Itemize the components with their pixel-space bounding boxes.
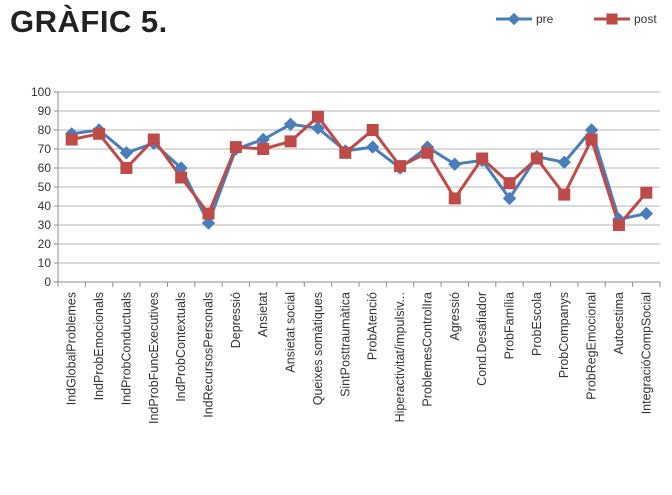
data-point-post: [229, 141, 242, 154]
data-point-post: [65, 133, 78, 146]
data-point-post: [339, 146, 352, 159]
data-point-post: [175, 171, 188, 184]
data-point-post: [476, 152, 489, 165]
data-point-pre: [448, 157, 462, 171]
series-layer: [64, 110, 654, 231]
x-category-label: ProbCompanys: [557, 292, 571, 378]
y-tick-label: 10: [38, 256, 52, 270]
y-tick-label: 50: [38, 180, 52, 194]
x-category-label: ProbFamília: [503, 292, 517, 359]
data-point-pre: [502, 191, 517, 206]
data-point-pre: [557, 155, 571, 170]
x-category-label: Ansietat: [256, 291, 270, 337]
y-tick-label: 20: [38, 237, 52, 251]
data-point-post: [284, 135, 297, 148]
x-category-label: Ansietat social: [284, 292, 298, 373]
data-point-post: [93, 127, 106, 140]
x-category-label: IndProbConductuals: [119, 292, 133, 405]
chart-title: GRÀFIC 5.: [10, 4, 168, 39]
y-tick-label: 40: [38, 199, 52, 213]
data-point-pre: [311, 121, 325, 135]
data-point-post: [558, 188, 571, 201]
y-tick-label: 60: [38, 161, 52, 175]
data-point-post: [366, 124, 379, 136]
data-point-post: [311, 110, 324, 123]
legend: pre post: [496, 12, 657, 26]
data-point-post: [503, 177, 516, 190]
data-point-post: [640, 186, 653, 199]
x-category-label: Hiperactivitat/impulsiv...: [393, 292, 407, 422]
data-point-post: [612, 219, 625, 231]
x-category-label: SintPosttraumàtica: [338, 292, 352, 397]
x-category-label: Queixes somàtiques: [311, 292, 325, 405]
x-category-label: IntegracióCompSocial: [639, 292, 653, 414]
data-point-pre: [201, 216, 216, 230]
y-tick-label: 90: [38, 104, 52, 118]
x-category-label: Cond.Desafiador: [475, 292, 489, 386]
x-axis-ticks: IndGlobalProblemes IndProbEmocionals IndPr…: [57, 282, 661, 424]
legend-label-pre: pre: [536, 12, 554, 26]
data-point-post: [120, 162, 133, 174]
series-line-post: [70, 115, 648, 227]
x-category-label: ProbEscola: [530, 292, 544, 356]
data-point-post: [257, 143, 270, 155]
y-axis-ticks: 0 10 20 30 40 50 60 70 80 90 100: [31, 85, 58, 289]
data-point-pre: [365, 140, 380, 154]
y-tick-label: 30: [38, 218, 52, 232]
x-category-label: ProbAtenció: [366, 292, 380, 360]
series-line-pre: [70, 122, 648, 225]
data-point-pre: [283, 117, 298, 132]
x-category-label: IndProbEmocionals: [92, 292, 106, 400]
x-category-label: IndRecursosPersonals: [202, 292, 216, 418]
legend-marker-post: [606, 13, 618, 25]
data-point-post: [530, 152, 543, 165]
x-category-label: Autoestima: [612, 292, 626, 355]
y-tick-label: 70: [38, 142, 52, 156]
gridlines: [58, 91, 660, 264]
data-point-post: [394, 160, 407, 173]
x-category-label: ProblemesControlIra: [420, 292, 434, 407]
data-point-post: [202, 207, 215, 220]
legend-marker-pre: [507, 12, 521, 26]
x-category-label: IndGlobalProblemes: [65, 292, 79, 405]
y-tick-label: 0: [44, 275, 51, 289]
data-point-post: [421, 146, 434, 159]
data-point-pre: [119, 146, 134, 160]
y-tick-label: 100: [31, 85, 51, 99]
x-category-label: ProbRegEmocional: [585, 292, 599, 400]
data-point-pre: [639, 206, 654, 221]
legend-label-post: post: [634, 12, 657, 26]
y-tick-label: 80: [38, 123, 52, 137]
data-point-post: [585, 133, 598, 146]
x-category-label: Agressió: [448, 292, 462, 341]
x-category-label: Depressió: [229, 292, 243, 348]
x-category-label: IndProbFuncExecutives: [147, 292, 161, 424]
data-point-post: [147, 133, 160, 146]
x-category-label: IndProbContextuals: [174, 292, 188, 402]
data-point-post: [448, 192, 461, 205]
